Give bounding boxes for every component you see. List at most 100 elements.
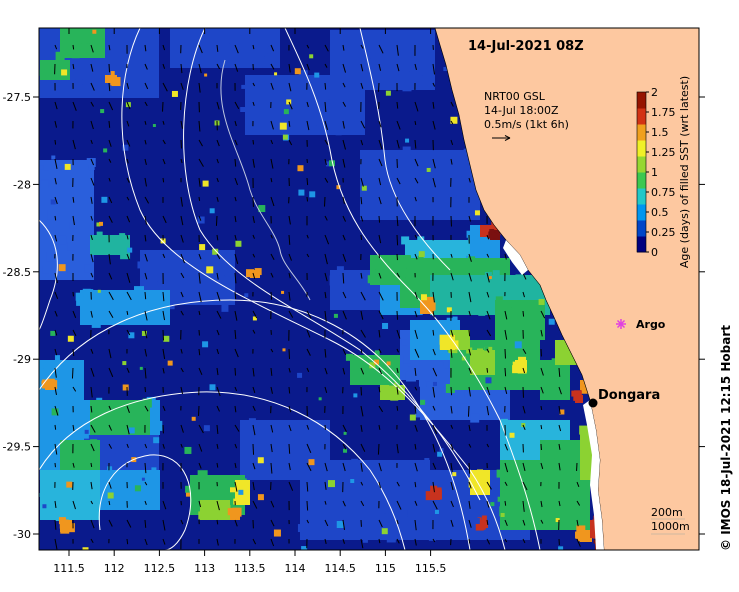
sst-patch-pixel: [370, 532, 377, 539]
current-arrow: [108, 310, 114, 318]
current-arrow: [576, 481, 580, 487]
sst-patch-pixel: [51, 63, 62, 74]
dongara-dot-icon: [588, 398, 598, 408]
current-arrow: [432, 424, 438, 434]
current-arrow: [414, 234, 418, 239]
current-arrow: [216, 329, 220, 336]
current-arrow: [126, 519, 132, 528]
sst-patch-pixel: [390, 392, 399, 401]
sst-patch-pixel: [81, 493, 91, 503]
sst-patch-pixel: [335, 523, 345, 533]
current-arrow: [360, 424, 363, 432]
sst-patch-pixel: [268, 420, 277, 429]
sst-patch-pixel: [487, 517, 492, 522]
current-arrow: [360, 348, 363, 354]
current-arrow: [378, 424, 381, 430]
place-dongara: Dongara: [588, 388, 660, 408]
sst-patch-pixel: [374, 350, 380, 356]
sst-speckle: [273, 529, 281, 537]
depth-legend-1000m: 1000m: [651, 520, 690, 533]
sst-speckle: [474, 210, 480, 216]
current-arrow: [54, 272, 58, 283]
sst-patch-pixel: [361, 49, 369, 57]
sst-patch-pixel: [489, 229, 495, 235]
sst-patch-pixel: [307, 110, 314, 117]
sst-patch-pixel: [153, 280, 159, 286]
sst-speckle: [64, 422, 69, 427]
current-arrow: [252, 253, 256, 258]
sst-patch-pixel: [447, 339, 453, 345]
current-arrow: [108, 291, 114, 301]
sst-patch-pixel: [457, 407, 466, 416]
colorbar-tick-label: 0: [651, 246, 658, 259]
current-arrow: [324, 500, 327, 505]
sst-patch-pixel: [484, 271, 492, 279]
current-arrow: [270, 386, 273, 394]
current-arrow: [342, 82, 346, 88]
sst-patch: [39, 160, 94, 280]
current-arrow: [486, 253, 490, 258]
sst-patch-pixel: [259, 48, 268, 57]
current-arrow: [234, 519, 238, 527]
sst-patch-pixel: [521, 510, 528, 517]
sst-speckle: [257, 457, 264, 464]
current-arrow: [522, 424, 526, 431]
x-tick-label: 115: [375, 562, 396, 575]
sst-patch-pixel: [403, 200, 412, 209]
sst-patch-pixel: [481, 357, 487, 363]
sst-speckle: [336, 520, 344, 528]
sst-patch-pixel: [541, 378, 550, 387]
sst-patch-pixel: [371, 77, 379, 85]
sst-patch-pixel: [426, 152, 431, 157]
sst-speckle: [184, 446, 192, 454]
current-arrow: [198, 443, 203, 452]
sst-patch-pixel: [147, 313, 152, 318]
current-arrow: [180, 386, 184, 395]
sst-patch-pixel: [468, 256, 476, 264]
colorbar-segment: [637, 124, 646, 141]
sst-speckle: [308, 459, 315, 466]
current-arrow: [306, 329, 311, 338]
current-arrow: [342, 196, 345, 204]
current-arrow: [486, 348, 490, 353]
sst-patch-pixel: [507, 528, 517, 538]
current-arrow: [90, 215, 93, 221]
current-arrow: [432, 500, 438, 510]
sst-patch-pixel: [491, 232, 497, 238]
current-arrow: [378, 158, 383, 167]
sst-patch-pixel: [89, 456, 96, 463]
sst-patch-pixel: [562, 466, 571, 475]
sst-patch-pixel: [470, 413, 480, 423]
current-arrow: [342, 63, 347, 73]
depth-contour-4000m: [39, 391, 406, 550]
current-arrow: [162, 329, 165, 341]
sst-patch-pixel: [410, 335, 418, 343]
sst-speckle: [362, 537, 368, 543]
current-arrow: [504, 462, 509, 473]
sst-patch-pixel: [530, 468, 537, 475]
sst-patch-pixel: [46, 251, 57, 262]
sst-patch-pixel: [84, 264, 93, 273]
sst-speckle: [97, 289, 101, 293]
current-arrow: [234, 424, 240, 432]
current-arrow: [306, 101, 309, 108]
sst-speckle: [136, 43, 142, 49]
sst-patch-pixel: [364, 517, 370, 523]
current-arrow: [360, 291, 366, 301]
current-arrow: [522, 367, 526, 374]
current-arrow: [108, 405, 112, 410]
sst-speckle: [185, 492, 190, 497]
sst-speckle: [139, 366, 143, 370]
sst-patch-pixel: [360, 77, 369, 86]
current-arrow: [396, 44, 399, 56]
current-arrow: [450, 158, 453, 165]
sst-speckle: [98, 221, 103, 226]
sst-patch-pixel: [431, 489, 442, 500]
sst-patch-pixel: [536, 324, 545, 333]
current-arrow: [108, 82, 111, 92]
current-arrow: [108, 443, 113, 449]
sst-patch-pixel: [136, 308, 144, 316]
current-arrow: [468, 481, 472, 489]
sst-patch-pixel: [144, 71, 153, 80]
current-arrow: [396, 519, 399, 525]
